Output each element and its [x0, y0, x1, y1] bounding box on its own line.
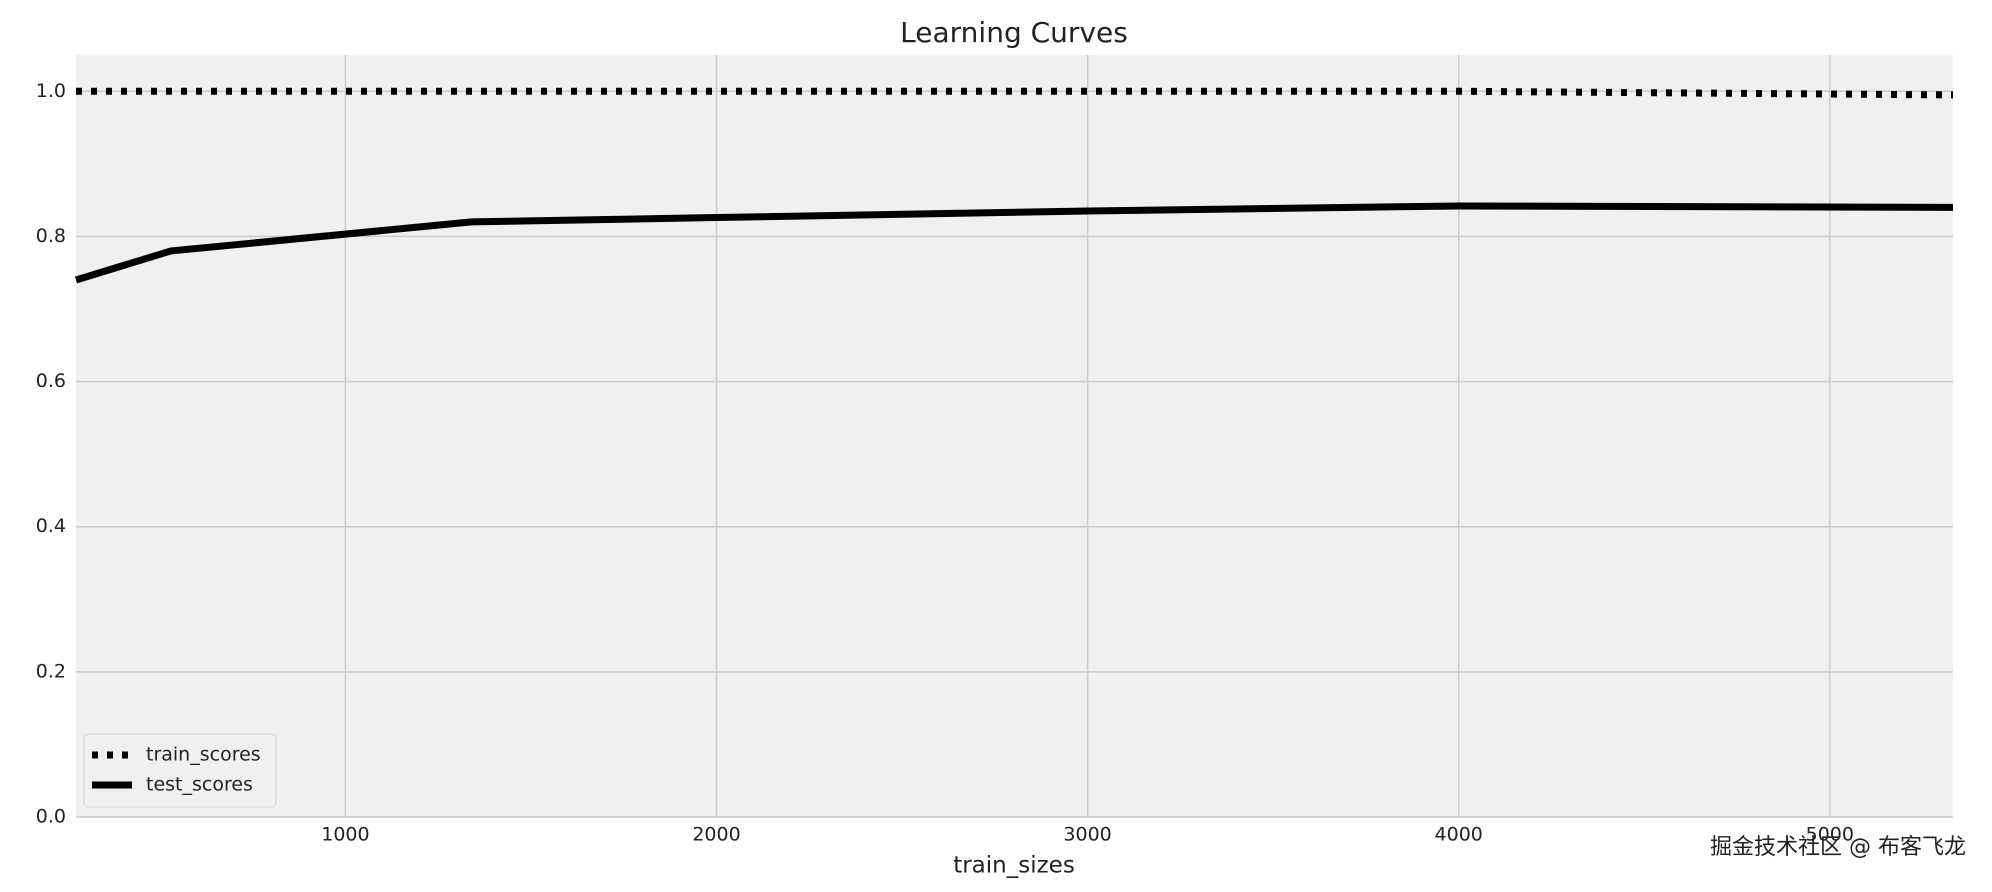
y-tick-label: 0.0 [36, 806, 66, 828]
chart-title: Learning Curves [900, 16, 1128, 49]
x-tick-label: 1000 [321, 824, 369, 846]
x-tick-label: 5000 [1806, 824, 1854, 846]
x-tick-label: 4000 [1435, 824, 1483, 846]
legend-label: train_scores [146, 744, 261, 766]
x-axis-label: train_sizes [953, 853, 1075, 879]
legend-box [83, 733, 277, 808]
legend-label: test_scores [146, 774, 253, 796]
y-tick-label: 0.4 [36, 515, 66, 537]
x-tick-label: 2000 [692, 824, 740, 846]
series-line [76, 87, 1954, 99]
y-tick-label: 0.2 [36, 660, 66, 682]
plot-area [76, 55, 1953, 817]
x-tick-label: 3000 [1063, 824, 1111, 846]
watermark: 掘金技术社区 @ 布客飞龙 [1710, 835, 1966, 860]
y-tick-label: 1.0 [36, 80, 66, 102]
series-line [74, 202, 1954, 284]
y-tick-label: 0.6 [36, 370, 66, 392]
y-tick-label: 0.8 [36, 225, 66, 247]
